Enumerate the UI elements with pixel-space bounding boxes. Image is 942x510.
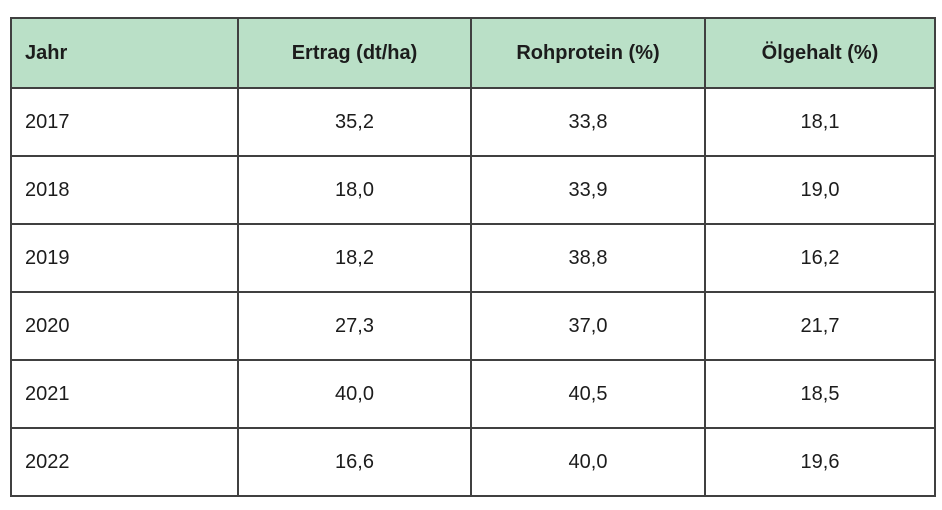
value-cell: 16,2 <box>704 223 936 293</box>
value-cell: 27,3 <box>237 291 472 361</box>
yield-data-table: Jahr Ertrag (dt/ha) Rohprotein (%) Ölgeh… <box>10 17 936 497</box>
value-cell: 40,0 <box>237 359 472 429</box>
table-row: 2019 18,2 38,8 16,2 <box>10 223 936 293</box>
value-cell: 33,9 <box>470 155 706 225</box>
header-cell-rohprotein: Rohprotein (%) <box>470 17 706 89</box>
table-body: 2017 35,2 33,8 18,1 2018 18,0 33,9 19,0 2019 18,2… <box>10 87 936 497</box>
value-cell: 18,5 <box>704 359 936 429</box>
value-cell: 18,1 <box>704 87 936 157</box>
table-row: 2017 35,2 33,8 18,1 <box>10 87 936 157</box>
value-cell: 16,6 <box>237 427 472 497</box>
header-cell-ertrag: Ertrag (dt/ha) <box>237 17 472 89</box>
value-cell: 19,0 <box>704 155 936 225</box>
value-cell: 37,0 <box>470 291 706 361</box>
yield-table-container: Jahr Ertrag (dt/ha) Rohprotein (%) Ölgeh… <box>10 17 936 497</box>
value-cell: 33,8 <box>470 87 706 157</box>
value-cell: 19,6 <box>704 427 936 497</box>
header-row: Jahr Ertrag (dt/ha) Rohprotein (%) Ölgeh… <box>10 17 936 89</box>
value-cell: 35,2 <box>237 87 472 157</box>
table-header: Jahr Ertrag (dt/ha) Rohprotein (%) Ölgeh… <box>10 17 936 89</box>
table-row: 2021 40,0 40,5 18,5 <box>10 359 936 429</box>
year-cell: 2017 <box>10 87 239 157</box>
value-cell: 40,0 <box>470 427 706 497</box>
table-row: 2022 16,6 40,0 19,6 <box>10 427 936 497</box>
value-cell: 18,0 <box>237 155 472 225</box>
value-cell: 18,2 <box>237 223 472 293</box>
value-cell: 40,5 <box>470 359 706 429</box>
value-cell: 38,8 <box>470 223 706 293</box>
year-cell: 2019 <box>10 223 239 293</box>
year-cell: 2018 <box>10 155 239 225</box>
table-row: 2018 18,0 33,9 19,0 <box>10 155 936 225</box>
header-cell-oelgehalt: Ölgehalt (%) <box>704 17 936 89</box>
year-cell: 2021 <box>10 359 239 429</box>
header-cell-jahr: Jahr <box>10 17 239 89</box>
year-cell: 2020 <box>10 291 239 361</box>
year-cell: 2022 <box>10 427 239 497</box>
value-cell: 21,7 <box>704 291 936 361</box>
table-row: 2020 27,3 37,0 21,7 <box>10 291 936 361</box>
